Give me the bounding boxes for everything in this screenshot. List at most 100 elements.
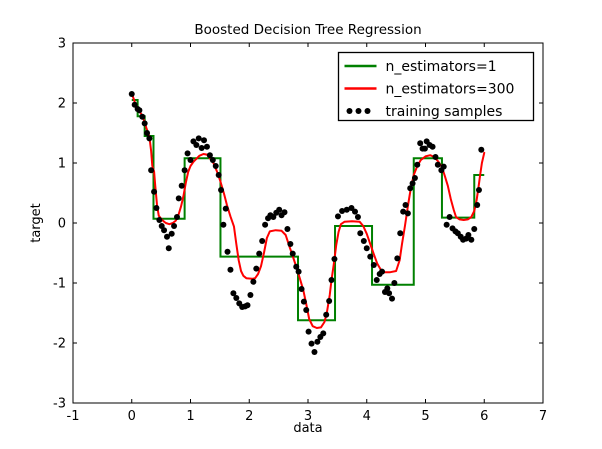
scatter-point [305,328,312,335]
scatter-point [363,245,370,252]
scatter-point [220,221,227,228]
scatter-point [203,143,210,150]
scatter-point [465,232,472,238]
scatter-point [434,161,441,168]
scatter-point [334,213,341,220]
scatter-point [244,302,251,309]
scatter-point [284,226,291,232]
scatter-point [300,298,307,305]
scatter-point [421,145,428,152]
scatter-point [287,241,294,247]
scatter-point [198,145,205,151]
y-tick-label: -1 [53,277,66,292]
scatter-point [148,167,155,174]
legend-marker-sample [364,108,371,114]
scatter-point [320,330,327,337]
scatter-point [429,143,436,150]
y-axis-label: target [29,203,44,243]
scatter-point [295,268,302,275]
scatter-point [400,208,407,215]
scatter-point [281,209,288,216]
scatter-point [230,290,237,297]
x-tick-label: -1 [67,409,80,424]
legend: n_estimators=1 n_estimators=300 training s… [337,51,535,122]
scatter-point [222,205,229,212]
scatter-point [153,205,160,211]
tree-step-line [131,99,485,322]
scatter-point [131,101,138,108]
y-tick-label: -2 [53,337,66,352]
scatter-point [475,187,482,193]
scatter-point [256,250,263,257]
scatter-point [227,266,234,273]
scatter-point [328,277,335,283]
scatter-point [164,233,170,240]
scatter-point [391,280,398,286]
scatter-point [471,226,478,232]
scatter-point [218,187,225,193]
scatter-point [195,135,202,142]
scatter-point [352,208,358,215]
scatter-point [409,180,416,187]
scatter-point [414,161,421,168]
scatter-point [128,91,135,97]
scatter-point [343,206,350,213]
x-tick-label: 4 [363,409,371,424]
scatter-point [171,223,178,229]
scatter-point [181,167,188,174]
scatter-point [404,210,411,217]
scatter-point [165,245,172,252]
scatter-point [386,290,393,297]
scatter-point [206,152,213,159]
legend-label: n_estimators=300 [386,82,515,98]
y-tick-label: 3 [58,37,66,52]
scatter-point [440,163,447,170]
boosted-line [130,92,486,329]
scatter-point [373,277,380,283]
scatter-point [161,227,168,234]
scatter-point [253,265,260,272]
scatter-point [370,262,377,268]
scatter-point [474,202,481,208]
scatter-point [270,214,277,220]
scatter-point [379,268,386,275]
scatter-point [193,142,200,148]
scatter-point [233,295,240,301]
scatter-point [360,238,367,244]
scatter-point [262,221,269,228]
scatter-point [215,172,222,178]
scatter-point [139,113,146,120]
legend-box [337,51,535,122]
scatter-point [259,238,266,244]
scatter-point [323,311,330,318]
scatter-point [478,146,485,153]
scatter-point [173,214,180,220]
scatter-point [144,130,151,136]
scatter-point [417,140,424,147]
y-tick-label: -3 [53,397,66,412]
scatter-point [308,340,315,347]
scatter-point [201,137,208,144]
y-tick-label: 0 [58,217,66,232]
legend-marker-sample [346,108,353,114]
scatter-point [326,298,333,304]
scatter-point [247,292,254,298]
scatter-point [298,286,305,292]
scatter-point [141,120,148,127]
scatter-point [175,195,182,202]
scatter-point [339,208,346,214]
x-tick-label: 1 [186,409,194,424]
legend-label: n_estimators=1 [386,59,497,75]
scatter-point [146,135,153,142]
scatter-point [212,163,219,169]
scatter-point [402,202,409,208]
x-tick-label: 0 [128,409,136,424]
scatter-point [184,150,191,157]
legend-label: training samples [386,104,503,120]
scatter-point [432,154,439,160]
x-tick-label: 5 [421,409,429,424]
scatter-point [384,285,391,292]
x-tick-label: 6 [480,409,488,424]
